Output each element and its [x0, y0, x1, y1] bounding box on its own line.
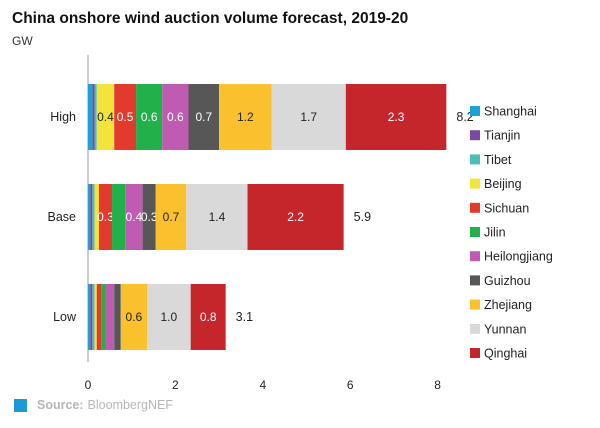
data-label: 0.6 [126, 310, 143, 324]
data-label: 0.7 [195, 110, 212, 124]
x-tick-label: 4 [259, 378, 266, 392]
legend-swatch [470, 106, 480, 116]
source-label: Source: [37, 398, 84, 412]
x-tick-label: 0 [85, 378, 92, 392]
legend-swatch [470, 299, 480, 310]
legend-swatch [470, 154, 480, 165]
legend-swatch [470, 178, 480, 189]
bar-segment [155, 184, 187, 250]
data-label: 2.3 [388, 110, 405, 124]
category-label: High [50, 110, 76, 124]
bar-segment [112, 184, 126, 250]
bar-segment [101, 284, 106, 350]
bar-segment [90, 184, 93, 250]
bar-segment [188, 84, 220, 150]
data-label: 0.6 [141, 110, 158, 124]
data-label: 1.2 [237, 110, 254, 124]
x-tick-label: 6 [347, 378, 354, 392]
bar-segment [96, 84, 115, 150]
legend-swatch [470, 251, 480, 262]
legend-label: Tibet [484, 153, 512, 167]
legend-label: Jilin [484, 226, 506, 240]
bar-segment [88, 84, 93, 150]
unit-label: GW [12, 34, 33, 48]
bar-segment [94, 284, 97, 350]
bar-segment [186, 184, 248, 250]
source-value: BloombergNEF [87, 398, 173, 412]
legend-swatch [470, 323, 480, 334]
data-label: 2.2 [287, 210, 304, 224]
x-tick-label: 2 [172, 378, 179, 392]
data-label: 0.4 [126, 210, 143, 224]
x-tick-label: 8 [434, 378, 441, 392]
bar-segment [92, 284, 95, 350]
bar-segment [247, 184, 344, 250]
data-label: 0.5 [117, 110, 134, 124]
legend-swatch [470, 130, 480, 141]
data-label: 1.7 [300, 110, 317, 124]
bar-segment [125, 184, 143, 250]
data-label: 1.0 [161, 310, 178, 324]
legend-label: Yunnan [484, 322, 526, 336]
bar-segment [114, 284, 121, 350]
bar-segment [136, 84, 163, 150]
legend-label: Tianjin [484, 129, 520, 143]
data-label: 0.6 [167, 110, 184, 124]
legend-label: Guizhou [484, 274, 531, 288]
category-label: Base [48, 210, 77, 224]
legend-swatch [470, 348, 480, 358]
source-note: Source: BloombergNEF [14, 398, 173, 412]
data-label: 1.4 [209, 210, 226, 224]
legend-label: Shanghai [484, 105, 537, 119]
total-label: 8.2 [456, 110, 473, 124]
bar-segment [98, 184, 113, 250]
legend-label: Heilongjiang [484, 250, 553, 264]
bar-segment [88, 284, 91, 350]
legend-swatch [470, 202, 480, 213]
bar-segment [114, 84, 137, 150]
chart-title: China onshore wind auction volume foreca… [12, 10, 409, 27]
data-label: 0.7 [163, 210, 180, 224]
bar-segment [219, 84, 272, 150]
total-label: 5.9 [354, 210, 371, 224]
bar-segment [88, 184, 91, 250]
data-label: 0.4 [97, 110, 114, 124]
bar-segment [271, 84, 346, 150]
total-label: 3.1 [236, 310, 253, 324]
bar-segment [92, 184, 95, 250]
legend-label: Beijing [484, 177, 522, 191]
bar-segment [146, 284, 191, 350]
bar-segment [105, 284, 115, 350]
legend-label: Zhejiang [484, 298, 532, 312]
bar-segment [142, 184, 156, 250]
bar-segment [94, 84, 97, 150]
data-label: 0.8 [200, 310, 217, 324]
data-label: 0.3 [97, 210, 114, 224]
legend-label: Sichuan [484, 201, 529, 215]
data-label: 0.3 [141, 210, 158, 224]
bar-segment [190, 284, 226, 350]
bar-segment [96, 284, 102, 350]
bar-segment [92, 84, 95, 150]
bar-segment [90, 284, 93, 350]
bar-segment [345, 84, 447, 150]
bar-segment [162, 84, 189, 150]
source-marker-icon [14, 398, 27, 412]
legend-swatch [470, 227, 480, 237]
category-label: Low [53, 310, 77, 324]
legend-swatch [470, 275, 480, 286]
bar-segment [94, 184, 99, 250]
legend-label: Qinghai [484, 347, 527, 361]
bar-segment [120, 284, 147, 350]
